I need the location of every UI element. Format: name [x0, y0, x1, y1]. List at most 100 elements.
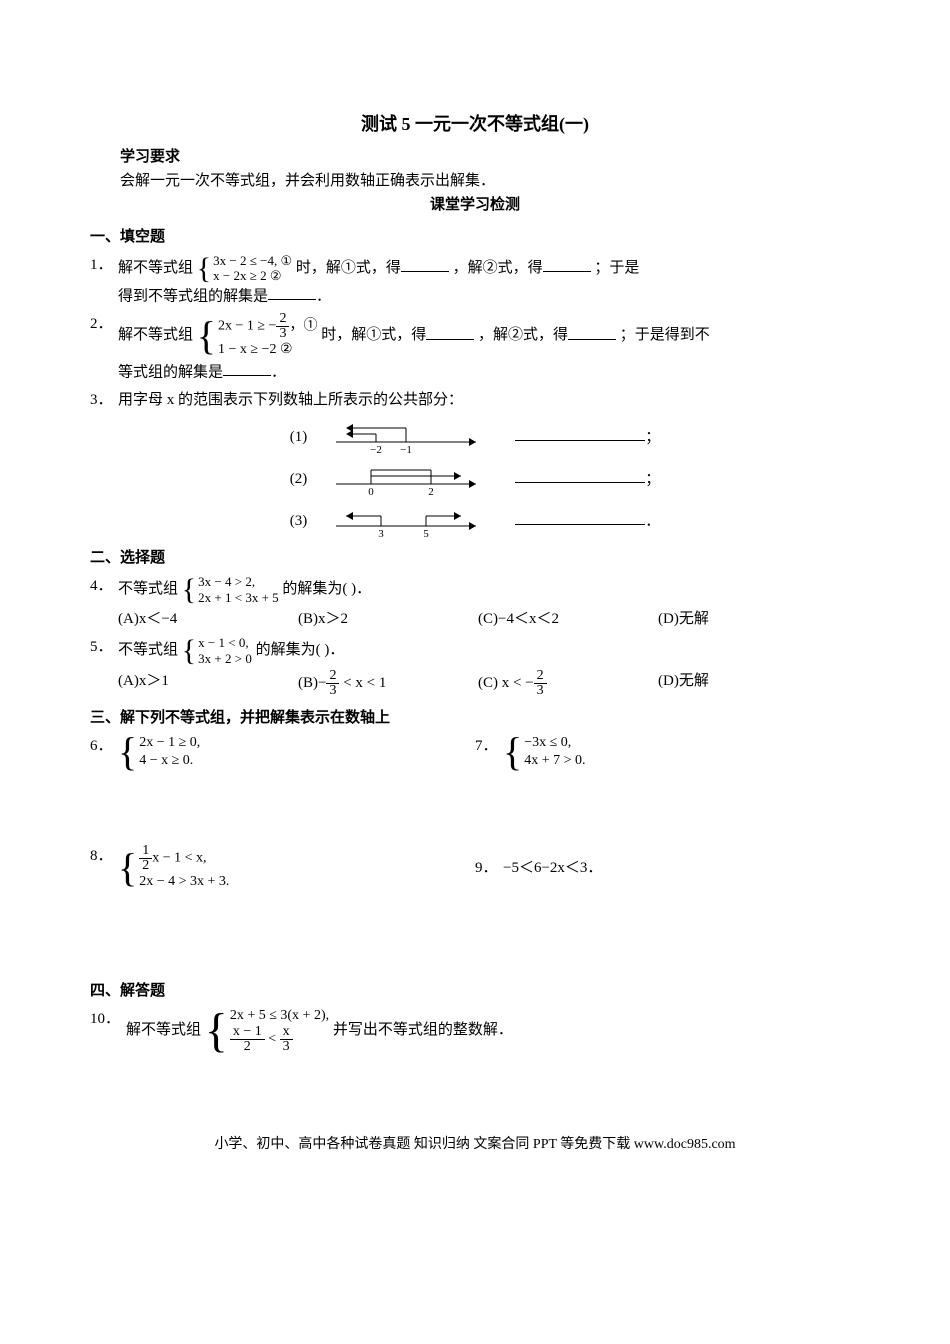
q4-options: (A)x＜−4 (B)x＞2 (C)−4＜x＜2 (D)无解 [118, 607, 860, 631]
blank [515, 425, 645, 442]
blank [223, 360, 271, 377]
classroom-label: 课堂学习检测 [90, 193, 860, 217]
q7-num: 7． [475, 734, 503, 770]
q4-A: (A)x＜−4 [118, 607, 258, 631]
q5-C: (C) x < −23 [478, 669, 618, 698]
q4-num: 4． [90, 574, 118, 605]
question-10: 10． 解不等式组 { 2x + 5 ≤ 3(x + 2), x − 12 < … [90, 1007, 860, 1054]
q6-r1: 2x − 1 ≥ 0, [139, 734, 200, 752]
q2-system: { 2x − 1 ≥ −23，① 1 − x ≥ −2 ② [197, 312, 318, 359]
q4-post: 的解集为( )． [282, 581, 371, 597]
svg-text:−2: −2 [370, 444, 382, 454]
q5-r2: 3x + 2 > 0 [198, 651, 252, 667]
d2-end: ； [645, 471, 660, 487]
q4-D: (D)无解 [658, 607, 798, 631]
d1-label: (1) [290, 425, 308, 449]
q4-pre: 不等式组 [118, 581, 178, 597]
q9-text: −5＜6−2x＜3． [503, 856, 860, 880]
q2-mid3: ；于是得到不 [620, 328, 710, 344]
number-line-diagrams: (1) −2 −1 ； (2) 0 2 [90, 420, 860, 538]
q2-mid: 时，解①式，得 [321, 328, 426, 344]
q5-num: 5． [90, 635, 118, 666]
q1-row2: x − 2x ≥ 2 ② [213, 268, 292, 284]
q1-mid: 时，解①式，得 [296, 260, 401, 276]
question-8: 8． { 12x − 1 < x, 2x − 4 > 3x + 3. [90, 844, 475, 891]
q1-num: 1． [90, 253, 118, 309]
q5-A: (A)x＞1 [118, 669, 258, 698]
q5-B: (B)−23 < x < 1 [298, 669, 438, 698]
page-footer: 小学、初中、高中各种试卷真题 知识归纳 文案合同 PPT 等免费下载 www.d… [90, 1134, 860, 1156]
q2-pre: 解不等式组 [118, 328, 193, 344]
q2-r1a: 2x − 1 ≥ − [218, 319, 276, 334]
q2-r2: 1 − x ≥ −2 ② [218, 341, 317, 359]
frac-n: 2 [276, 312, 289, 327]
q8-system: { 12x − 1 < x, 2x − 4 > 3x + 3. [118, 844, 229, 891]
q2-r1c: ，① [289, 319, 317, 334]
study-requirement-label: 学习要求 [120, 145, 860, 169]
blank [515, 467, 645, 484]
q4-C: (C)−4＜x＜2 [478, 607, 618, 631]
section-1: 一、填空题 [90, 225, 860, 249]
q9-num: 9． [475, 856, 503, 880]
q6-num: 6． [90, 734, 118, 770]
q10-system: { 2x + 5 ≤ 3(x + 2), x − 12 < x3 [205, 1007, 329, 1054]
q10-r1: 2x + 5 ≤ 3(x + 2), [230, 1007, 329, 1025]
svg-text:5: 5 [423, 528, 429, 538]
q8-q9-row: 8． { 12x − 1 < x, 2x − 4 > 3x + 3. 9． −5… [90, 840, 860, 891]
question-4: 4． 不等式组 { 3x − 4 > 2, 2x + 1 < 3x + 5 的解… [90, 574, 860, 605]
blank [543, 255, 591, 272]
q1-pre: 解不等式组 [118, 260, 193, 276]
section-2: 二、选择题 [90, 546, 860, 570]
blank [401, 255, 449, 272]
doc-title: 测试 5 一元一次不等式组(一) [90, 110, 860, 139]
q1-row1: 3x − 2 ≤ −4, ① [213, 253, 292, 269]
study-requirement-text: 会解一元一次不等式组，并会利用数轴正确表示出解集． [120, 169, 860, 193]
q1-end: ． [316, 288, 331, 304]
section-4: 四、解答题 [90, 979, 860, 1003]
svg-text:3: 3 [378, 528, 384, 538]
d2-label: (2) [290, 467, 308, 491]
q2-line2: 等式组的解集是 [118, 364, 223, 380]
q3-num: 3． [90, 388, 118, 412]
q5-options: (A)x＞1 (B)−23 < x < 1 (C) x < −23 (D)无解 [118, 669, 860, 698]
d3-label: (3) [290, 509, 308, 533]
q5-r1: x − 1 < 0, [198, 635, 252, 651]
q4-B: (B)x＞2 [298, 607, 438, 631]
q4-r1: 3x − 4 > 2, [198, 574, 279, 590]
q8-r2: 2x − 4 > 3x + 3. [139, 873, 229, 891]
blank [268, 284, 316, 301]
svg-text:2: 2 [428, 486, 434, 496]
q2-num: 2． [90, 312, 118, 384]
q2-end: ． [271, 364, 286, 380]
q3-text: 用字母 x 的范围表示下列数轴上所表示的公共部分： [118, 392, 463, 408]
question-1: 1． 解不等式组 { 3x − 2 ≤ −4, ① x − 2x ≥ 2 ② 时… [90, 253, 860, 309]
q5-pre: 不等式组 [118, 642, 178, 658]
d3-end: ． [645, 513, 660, 529]
q6-system: { 2x − 1 ≥ 0, 4 − x ≥ 0. [118, 734, 200, 770]
blank [426, 323, 474, 340]
q10-num: 10． [90, 1007, 126, 1054]
q6-r2: 4 − x ≥ 0. [139, 752, 200, 770]
q1-mid3: ；于是 [594, 260, 639, 276]
question-6: 6． { 2x − 1 ≥ 0, 4 − x ≥ 0. [90, 734, 475, 770]
question-3: 3． 用字母 x 的范围表示下列数轴上所表示的公共部分： [90, 388, 860, 412]
svg-text:−1: −1 [400, 444, 412, 454]
q5-system: { x − 1 < 0, 3x + 2 > 0 [182, 635, 252, 666]
q4-system: { 3x − 4 > 2, 2x + 1 < 3x + 5 [182, 574, 279, 605]
q4-r2: 2x + 1 < 3x + 5 [198, 590, 279, 606]
number-line-1: −2 −1 [331, 420, 491, 454]
q5-D: (D)无解 [658, 669, 798, 698]
d1-end: ； [645, 429, 660, 445]
number-line-3: 3 5 [331, 504, 491, 538]
question-2: 2． 解不等式组 { 2x − 1 ≥ −23，① 1 − x ≥ −2 ② 时… [90, 312, 860, 384]
question-9: 9． −5＜6−2x＜3． [475, 844, 860, 891]
q10-pre: 解不等式组 [126, 1022, 201, 1038]
q1-system: { 3x − 2 ≤ −4, ① x − 2x ≥ 2 ② [197, 253, 292, 284]
svg-text:0: 0 [368, 486, 374, 496]
question-5: 5． 不等式组 { x − 1 < 0, 3x + 2 > 0 的解集为( )． [90, 635, 860, 666]
q8-num: 8． [90, 844, 118, 891]
q1-mid2: ，解②式，得 [453, 260, 543, 276]
q10-post: 并写出不等式组的整数解． [333, 1022, 513, 1038]
q7-r1: −3x ≤ 0, [524, 734, 585, 752]
q1-line2: 得到不等式组的解集是 [118, 288, 268, 304]
